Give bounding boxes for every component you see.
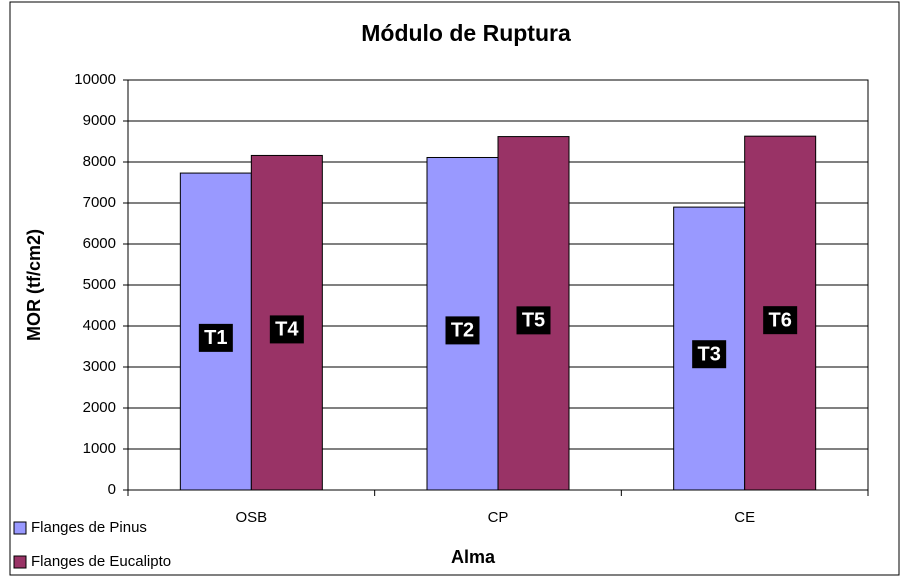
bar-label: T5 — [522, 310, 545, 332]
y-axis-label: MOR (tf/cm2) — [24, 229, 44, 341]
y-tick-label: 2000 — [83, 399, 116, 416]
x-tick-label: CP — [488, 509, 509, 526]
y-tick-label: 4000 — [83, 317, 116, 334]
legend-swatch — [13, 555, 27, 569]
y-tick-label: 9000 — [83, 112, 116, 129]
bar-label: T4 — [275, 319, 299, 341]
bar-label-box — [516, 306, 551, 335]
y-tick-label: 1000 — [83, 440, 116, 457]
bar-label-box — [198, 323, 233, 352]
y-tick-label: 7000 — [83, 194, 116, 211]
legend-label: Flanges de Pinus — [31, 519, 147, 536]
y-tick-label: 8000 — [83, 153, 116, 170]
x-tick-label: OSB — [235, 509, 267, 526]
chart-title: Módulo de Ruptura — [361, 20, 571, 46]
y-tick-label: 5000 — [83, 276, 116, 293]
y-tick-label: 6000 — [83, 235, 116, 252]
bar-label-box — [269, 315, 304, 344]
bar-label: T6 — [768, 309, 791, 331]
y-tick-label: 3000 — [83, 358, 116, 375]
y-tick-label: 0 — [108, 481, 116, 498]
legend-swatch — [13, 521, 27, 535]
x-axis-label: Alma — [451, 547, 496, 567]
y-tick-label: 10000 — [74, 71, 116, 88]
bar-label: T3 — [697, 343, 720, 365]
x-tick-label: CE — [734, 509, 755, 526]
bar-label-box — [763, 306, 798, 335]
legend-label: Flanges de Eucalipto — [31, 553, 171, 570]
bar-label: T2 — [451, 320, 474, 342]
bar-label-box — [692, 340, 727, 369]
bar-label-box — [445, 316, 480, 345]
bar-label: T1 — [204, 327, 227, 349]
